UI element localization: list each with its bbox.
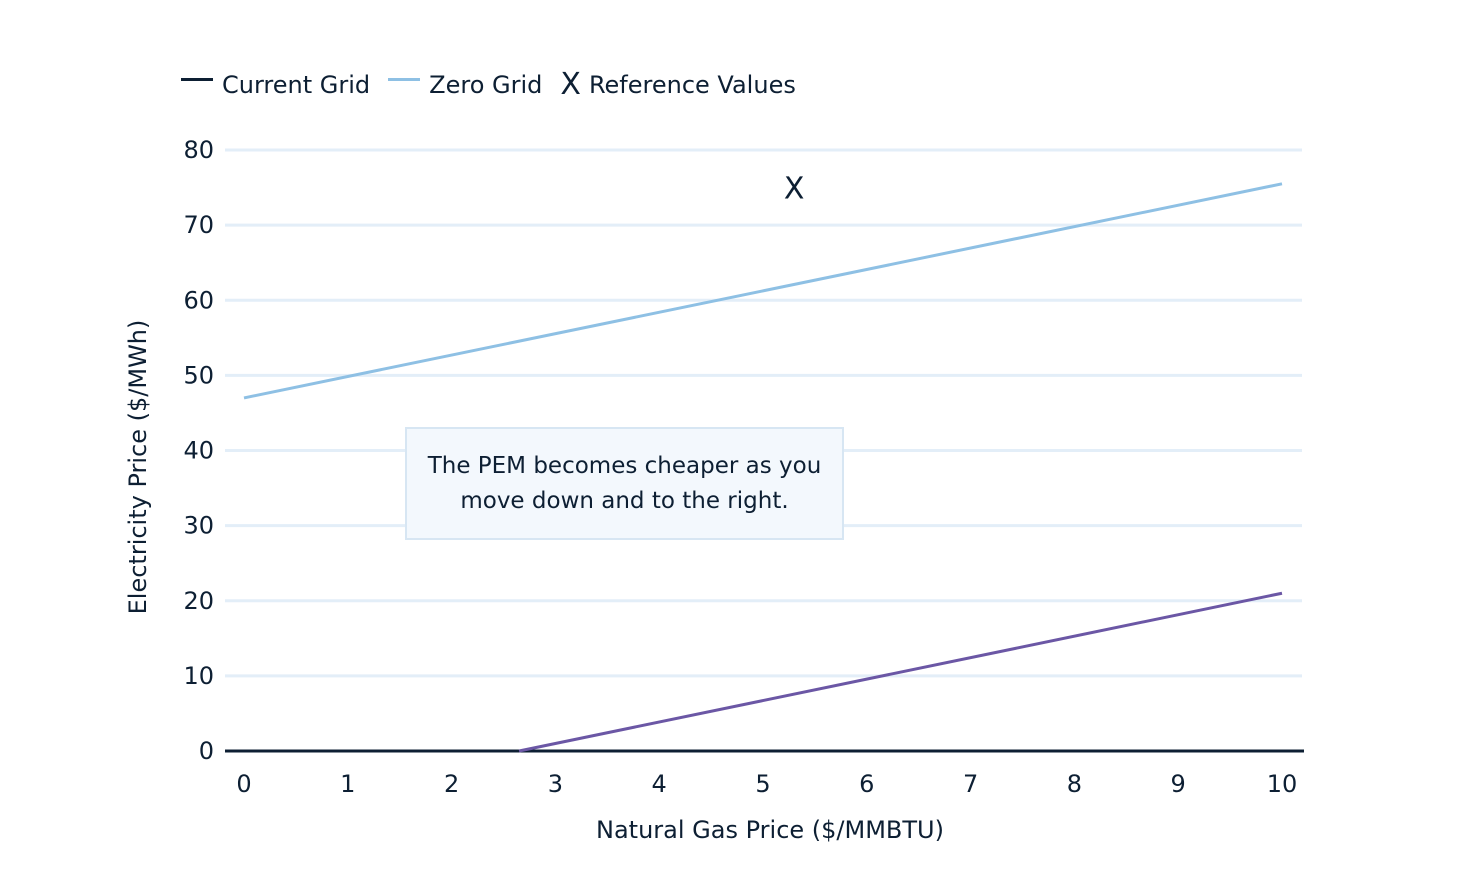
y-tick-label-70: 70 <box>183 211 214 239</box>
legend-item-reference-values: X Reference Values <box>560 70 795 100</box>
legend-swatch-current-grid <box>181 77 213 81</box>
y-tick-label-40: 40 <box>183 437 214 465</box>
y-tick-label-30: 30 <box>183 512 214 540</box>
series-line-current-grid <box>518 591 1283 753</box>
y-tick-label-0: 0 <box>199 737 214 765</box>
y-tick-label-10: 10 <box>183 662 214 690</box>
legend-label-current-grid: Current Grid <box>222 71 371 99</box>
x-tick-label-10: 10 <box>1267 770 1298 798</box>
x-tick-label-7: 7 <box>963 770 978 798</box>
y-tick-label-20: 20 <box>183 587 214 615</box>
x-tick-label-1: 1 <box>340 770 355 798</box>
legend-label-zero-grid: Zero Grid <box>429 71 543 99</box>
x-tick-label-0: 0 <box>236 770 251 798</box>
x-tick-label-4: 4 <box>652 770 667 798</box>
annotation-text: The PEM becomes cheaper as you move down… <box>427 452 822 514</box>
x-axis-title: Natural Gas Price ($/MMBTU) <box>596 816 944 844</box>
series-line-zero-grid <box>243 182 1283 400</box>
legend-item-current-grid: Current Grid <box>181 71 370 99</box>
y-tick-label-60: 60 <box>183 286 214 314</box>
annotation-box: The PEM becomes cheaper as you move down… <box>405 427 844 540</box>
x-tick-label-6: 6 <box>859 770 874 798</box>
legend-marker-x-icon: X <box>560 67 581 102</box>
y-axis-title: Electricity Price ($/MWh) <box>124 320 152 615</box>
legend-item-zero-grid: Zero Grid <box>388 71 542 99</box>
x-tick-label-2: 2 <box>444 770 459 798</box>
legend-label-reference-values: Reference Values <box>588 71 796 99</box>
x-tick-label-5: 5 <box>755 770 770 798</box>
x-tick-label-9: 9 <box>1171 770 1186 798</box>
y-tick-label-80: 80 <box>183 136 214 164</box>
legend-swatch-zero-grid <box>388 77 421 81</box>
reference-point-0: X <box>784 172 805 207</box>
legend: Current Grid Zero Grid X Reference Value… <box>181 70 814 100</box>
y-tick-label-50: 50 <box>183 361 214 389</box>
x-tick-label-3: 3 <box>548 770 563 798</box>
x-tick-label-8: 8 <box>1067 770 1082 798</box>
